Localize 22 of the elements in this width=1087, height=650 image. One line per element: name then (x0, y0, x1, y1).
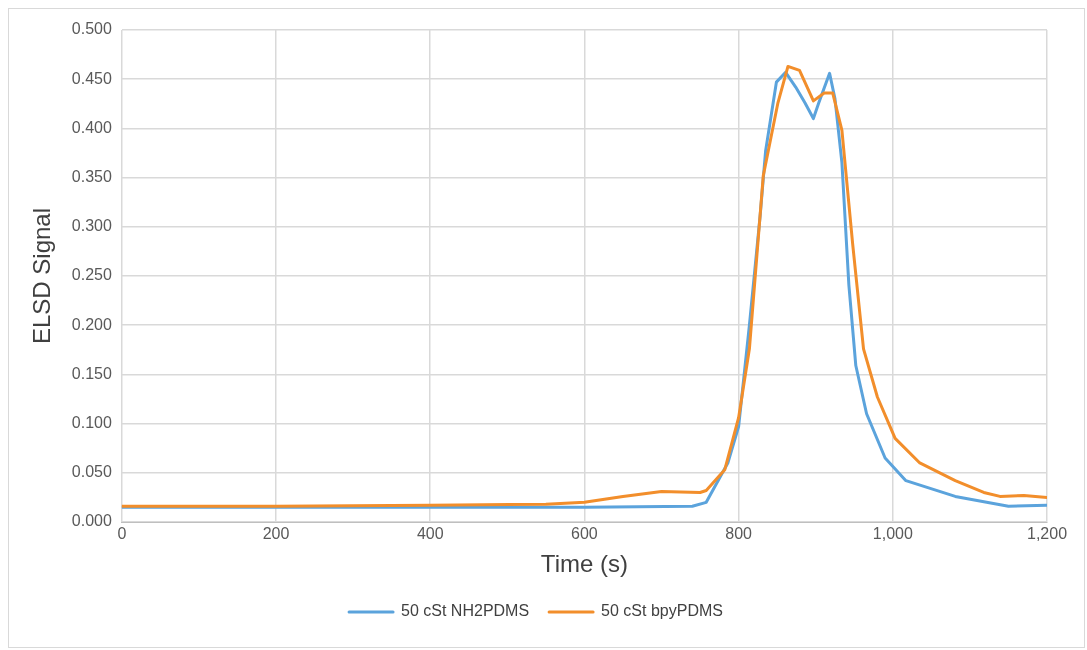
y-axis-title: ELSD Signal (28, 207, 56, 345)
y-tick-label: 0.250 (71, 266, 112, 284)
y-tick-label: 0.500 (71, 20, 112, 38)
x-tick-label: 0 (117, 525, 127, 543)
y-tick-label: 0.400 (71, 118, 112, 136)
x-tick-label: 1,000 (872, 525, 913, 543)
x-tick-label: 200 (262, 525, 290, 543)
y-tick-label: 0.450 (71, 69, 112, 87)
legend-label: 50 cSt bpyPDMS (601, 602, 723, 620)
x-tick-label: 400 (416, 525, 444, 543)
x-axis-title: Time (s) (540, 550, 628, 578)
y-tick-label: 0.150 (71, 364, 112, 382)
y-tick-label: 0.200 (71, 315, 112, 333)
y-tick-label: 0.000 (71, 512, 112, 530)
y-tick-label: 0.300 (71, 217, 112, 235)
legend-label: 50 cSt NH2PDMS (401, 602, 530, 620)
y-tick-label: 0.100 (71, 414, 112, 432)
y-tick-label: 0.350 (71, 168, 112, 186)
x-tick-label: 1,200 (1026, 525, 1068, 543)
x-tick-label: 600 (571, 525, 598, 543)
y-tick-label: 0.050 (71, 463, 112, 481)
x-tick-label: 800 (725, 525, 753, 543)
